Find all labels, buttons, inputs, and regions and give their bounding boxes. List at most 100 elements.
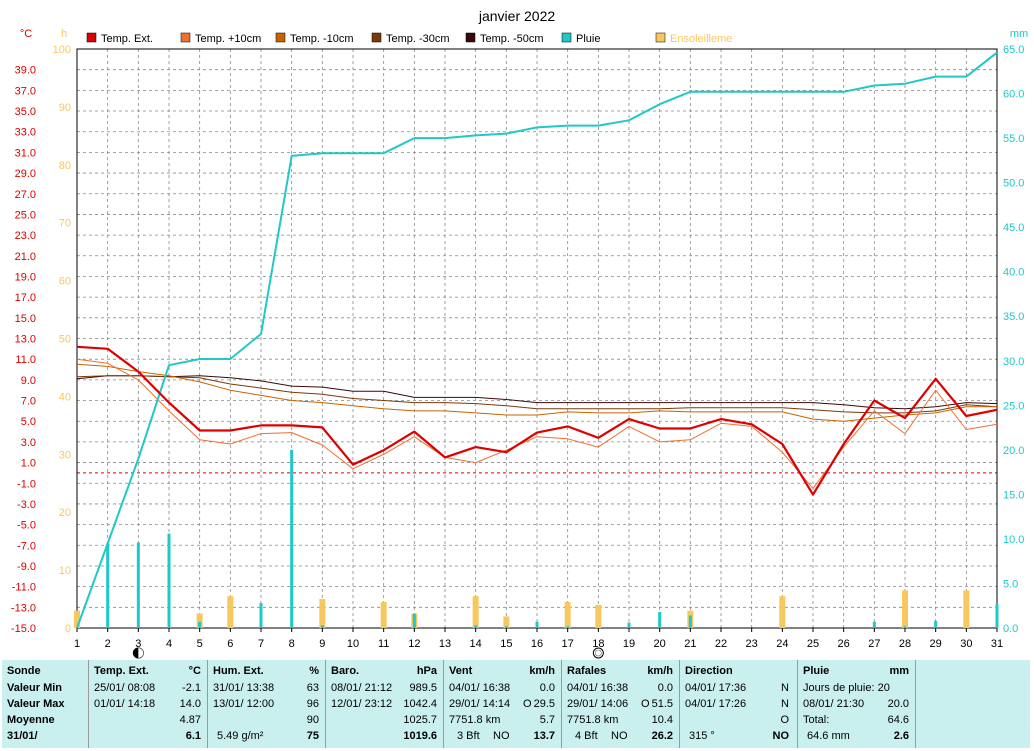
rain-bar	[627, 622, 631, 628]
pluie-max-date: 08/01/ 21:30	[803, 698, 865, 710]
rafales-current-dir: NO	[611, 730, 628, 742]
sunshine-bar	[963, 590, 970, 628]
sonde-row-max: Valeur Max	[7, 698, 65, 710]
y-rain-tick-label: 50.0	[1003, 178, 1024, 190]
rain-bar	[259, 603, 263, 628]
pluie-rain-days: Jours de pluie: 20	[803, 682, 890, 694]
rain-bar	[290, 449, 294, 628]
y-hours-tick-label: 90	[59, 102, 71, 114]
y-rain-tick-label: 20.0	[1003, 445, 1024, 457]
temp-min-value: -2.1	[182, 682, 201, 694]
temp-avg-value: 4.87	[179, 714, 201, 726]
y-temp-tick-label: -15.0	[11, 623, 36, 635]
y-temp-tick-label: 31.0	[15, 147, 36, 159]
rafales-title: Rafales	[567, 665, 607, 677]
chart-bars	[74, 449, 999, 628]
series-line-temp-10cm	[76, 358, 998, 489]
y-temp-tick-label: 35.0	[15, 106, 36, 118]
y-temp-tick-label: -7.0	[17, 540, 36, 552]
stats-pluie: Pluie mm Jours de pluie: 20 08/01/ 21:30 2…	[798, 660, 916, 748]
hours-unit-label: h	[61, 28, 67, 40]
sunshine-bar	[319, 599, 326, 628]
pluie-month-total: 64.6 mm	[807, 730, 850, 742]
y-rain-tick-label: 40.0	[1003, 267, 1024, 279]
stats-sonde: Sonde Valeur Min Valeur Max Moyenne 31/0…	[2, 660, 89, 748]
legend-label: Temp. -30cm	[386, 33, 450, 45]
rain-bar	[106, 543, 110, 628]
chart-legend: Temp. Ext. Temp. +10cm Temp. -10cm Temp. -3…	[86, 32, 732, 45]
y-rain-tick-label: 35.0	[1003, 311, 1024, 323]
x-tick-label: 17	[562, 638, 574, 650]
rain-bar	[903, 626, 907, 628]
pluie-unit: mm	[889, 665, 909, 677]
y-temp-tick-label: 21.0	[15, 251, 36, 263]
series-line-temp-50cm	[76, 375, 998, 410]
x-tick-label: 3	[135, 638, 141, 650]
legend-label: Temp. -50cm	[480, 33, 544, 45]
moon-light-icon	[138, 648, 144, 658]
vent-current-value: 13.7	[533, 730, 555, 742]
y-hours-tick-label: 40	[59, 391, 71, 403]
baro-title: Baro.	[331, 665, 360, 677]
hum-title: Hum. Ext.	[213, 665, 264, 677]
y-temp-tick-label: 3.0	[21, 437, 36, 449]
x-tick-label: 5	[197, 638, 203, 650]
hum-max-date: 13/01/ 12:00	[213, 698, 275, 710]
series-line-pluie	[76, 51, 998, 629]
y-hours-tick-label: 80	[59, 160, 71, 172]
y-hours-tick-label: 0	[65, 623, 71, 635]
rain-bar	[320, 625, 324, 628]
x-tick-label: 25	[807, 638, 819, 650]
x-tick-label: 4	[166, 638, 172, 650]
temp-current-value: 6.1	[185, 730, 201, 742]
y-temp-tick-label: 7.0	[21, 396, 36, 408]
x-tick-label: 20	[654, 638, 666, 650]
baro-min-date: 08/01/ 21:12	[331, 682, 393, 694]
temp-max-date: 01/01/ 14:18	[94, 698, 156, 710]
x-tick-label: 1	[74, 638, 80, 650]
stats-rafales: Rafales km/h 04/01/ 16:38 0.0 29/01/ 14:06…	[562, 660, 680, 748]
x-tick-label: 12	[408, 638, 420, 650]
pluie-total-value: 64.6	[887, 714, 909, 726]
x-tick-label: 13	[439, 638, 451, 650]
y-rain-tick-label: 65.0	[1003, 44, 1024, 56]
vent-max-dir: O	[523, 698, 532, 710]
series-line-temp-ext-	[76, 345, 998, 496]
temp-min-date: 25/01/ 08:08	[94, 682, 156, 694]
vent-distance: 7751.8 km	[449, 714, 501, 726]
y-temp-tick-label: 23.0	[15, 230, 36, 242]
y-hours-tick-label: 30	[59, 449, 71, 461]
x-tick-label: 19	[623, 638, 635, 650]
y-temp-tick-label: 25.0	[15, 209, 36, 221]
direction-min-date: 04/01/ 17:36	[685, 682, 747, 694]
rafales-max-value: 51.5	[651, 698, 673, 710]
pluie-current-value: 2.6	[893, 730, 909, 742]
sunshine-bar	[472, 596, 479, 628]
y-temp-tick-label: 11.0	[15, 354, 36, 366]
y-rain-tick-label: 0.0	[1003, 623, 1018, 635]
y-temp-tick-label: 17.0	[15, 292, 36, 304]
sonde-row-avg: Moyenne	[7, 714, 55, 726]
y-hours-tick-label: 60	[59, 276, 71, 288]
direction-current-value: NO	[772, 730, 790, 742]
x-tick-label: 26	[838, 638, 850, 650]
hum-min-date: 31/01/ 13:38	[213, 682, 275, 694]
vent-unit: km/h	[529, 665, 555, 677]
rain-unit-label: mm	[1010, 28, 1028, 40]
x-tick-label: 30	[960, 638, 972, 650]
legend-swatch	[561, 32, 572, 43]
y-rain-tick-label: 30.0	[1003, 356, 1024, 368]
x-tick-label: 16	[531, 638, 543, 650]
x-tick-label: 24	[776, 638, 788, 650]
temp-unit: °C	[188, 665, 201, 677]
sonde-row-min: Valeur Min	[7, 682, 63, 694]
y-hours-tick-label: 10	[59, 565, 71, 577]
sonde-title: Sonde	[7, 665, 41, 677]
legend-swatch	[465, 32, 476, 43]
legend-swatch	[86, 32, 97, 43]
y-rain-tick-label: 60.0	[1003, 89, 1024, 101]
x-tick-label: 10	[347, 638, 359, 650]
x-tick-label: 6	[227, 638, 233, 650]
sunshine-bar	[196, 613, 203, 628]
vent-title: Vent	[449, 665, 473, 677]
